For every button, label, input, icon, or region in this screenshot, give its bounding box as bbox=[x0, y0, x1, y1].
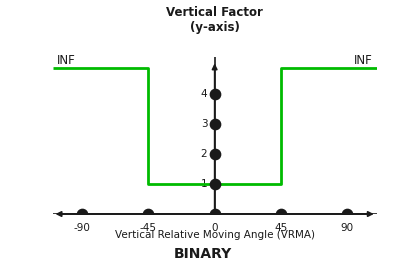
Text: -90: -90 bbox=[74, 223, 91, 233]
Text: 90: 90 bbox=[341, 223, 354, 233]
Point bbox=[278, 212, 284, 216]
Text: -45: -45 bbox=[140, 223, 157, 233]
Point bbox=[344, 212, 350, 216]
Text: Vertical Relative Moving Angle (VRMA): Vertical Relative Moving Angle (VRMA) bbox=[115, 230, 315, 240]
Text: 2: 2 bbox=[200, 149, 207, 159]
Text: BINARY: BINARY bbox=[173, 247, 232, 261]
Text: Vertical Factor
(y-axis): Vertical Factor (y-axis) bbox=[166, 6, 263, 34]
Text: 4: 4 bbox=[200, 88, 207, 99]
Text: INF: INF bbox=[57, 54, 76, 67]
Point bbox=[211, 152, 218, 156]
Point bbox=[211, 91, 218, 96]
Point bbox=[79, 212, 85, 216]
Text: 0: 0 bbox=[211, 223, 218, 233]
Text: INF: INF bbox=[354, 54, 372, 67]
Point bbox=[211, 122, 218, 126]
Point bbox=[211, 182, 218, 186]
Text: 1: 1 bbox=[200, 179, 207, 189]
Point bbox=[145, 212, 151, 216]
Point bbox=[211, 212, 218, 216]
Text: 45: 45 bbox=[274, 223, 288, 233]
Text: 3: 3 bbox=[200, 119, 207, 129]
